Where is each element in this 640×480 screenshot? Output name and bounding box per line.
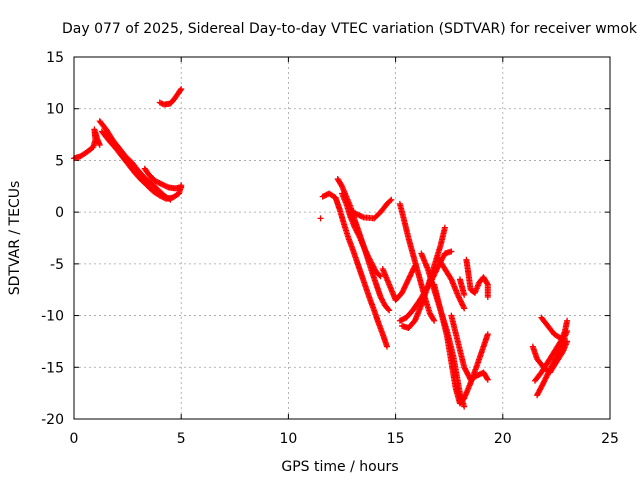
x-tick-label: 25 (601, 431, 619, 447)
data-point (484, 376, 491, 383)
x-tick-label: 10 (279, 431, 297, 447)
data-point (386, 307, 393, 314)
data-point (178, 184, 185, 191)
y-tick-labels: 15 10 5 0 -5 -10 -15 -20 (41, 50, 64, 428)
x-tick-label: 0 (70, 431, 79, 447)
grid-lines (74, 57, 610, 419)
y-tick-label: 0 (55, 205, 64, 221)
x-tick-label: 20 (494, 431, 512, 447)
data-point (338, 182, 345, 189)
y-tick-label: -10 (41, 309, 64, 325)
data-point (561, 341, 568, 348)
data-point (376, 272, 383, 279)
y-axis-label: SDTVAR / TECUs (7, 181, 23, 296)
data-point (564, 317, 571, 324)
data-point (177, 87, 184, 94)
data-point (384, 343, 391, 350)
axis-ticks (73, 56, 611, 420)
data-point (564, 328, 571, 335)
data-point (385, 306, 392, 313)
chart-title: Day 077 of 2025, Sidereal Day-to-day VTE… (62, 21, 638, 37)
data-marks (71, 86, 571, 410)
data-point (441, 224, 448, 231)
data-point (178, 86, 185, 93)
data-point (461, 403, 468, 410)
data-point (158, 100, 165, 107)
data-point (484, 331, 491, 338)
x-axis-label: GPS time / hours (281, 459, 398, 475)
data-point (96, 141, 103, 148)
data-point (448, 248, 455, 255)
data-point (377, 273, 384, 280)
data-point (431, 317, 438, 324)
data-point (461, 305, 468, 312)
y-tick-label: 10 (46, 102, 64, 118)
x-tick-labels: 0 5 10 15 20 25 (70, 431, 619, 447)
data-point (484, 293, 491, 300)
x-tick-label: 5 (177, 431, 186, 447)
x-tick-label: 15 (387, 431, 405, 447)
data-point (484, 280, 491, 287)
y-tick-label: -15 (41, 360, 64, 376)
data-point (561, 340, 568, 347)
y-tick-label: 5 (55, 153, 64, 169)
data-point (484, 375, 491, 382)
data-point (317, 215, 324, 222)
y-tick-label: -5 (50, 257, 64, 273)
data-point (430, 316, 437, 323)
data-point (388, 196, 395, 203)
data-point (461, 291, 468, 298)
y-tick-label: -20 (41, 412, 64, 428)
y-tick-label: 15 (46, 50, 64, 66)
plot-frame (73, 56, 611, 420)
data-point (387, 197, 394, 204)
